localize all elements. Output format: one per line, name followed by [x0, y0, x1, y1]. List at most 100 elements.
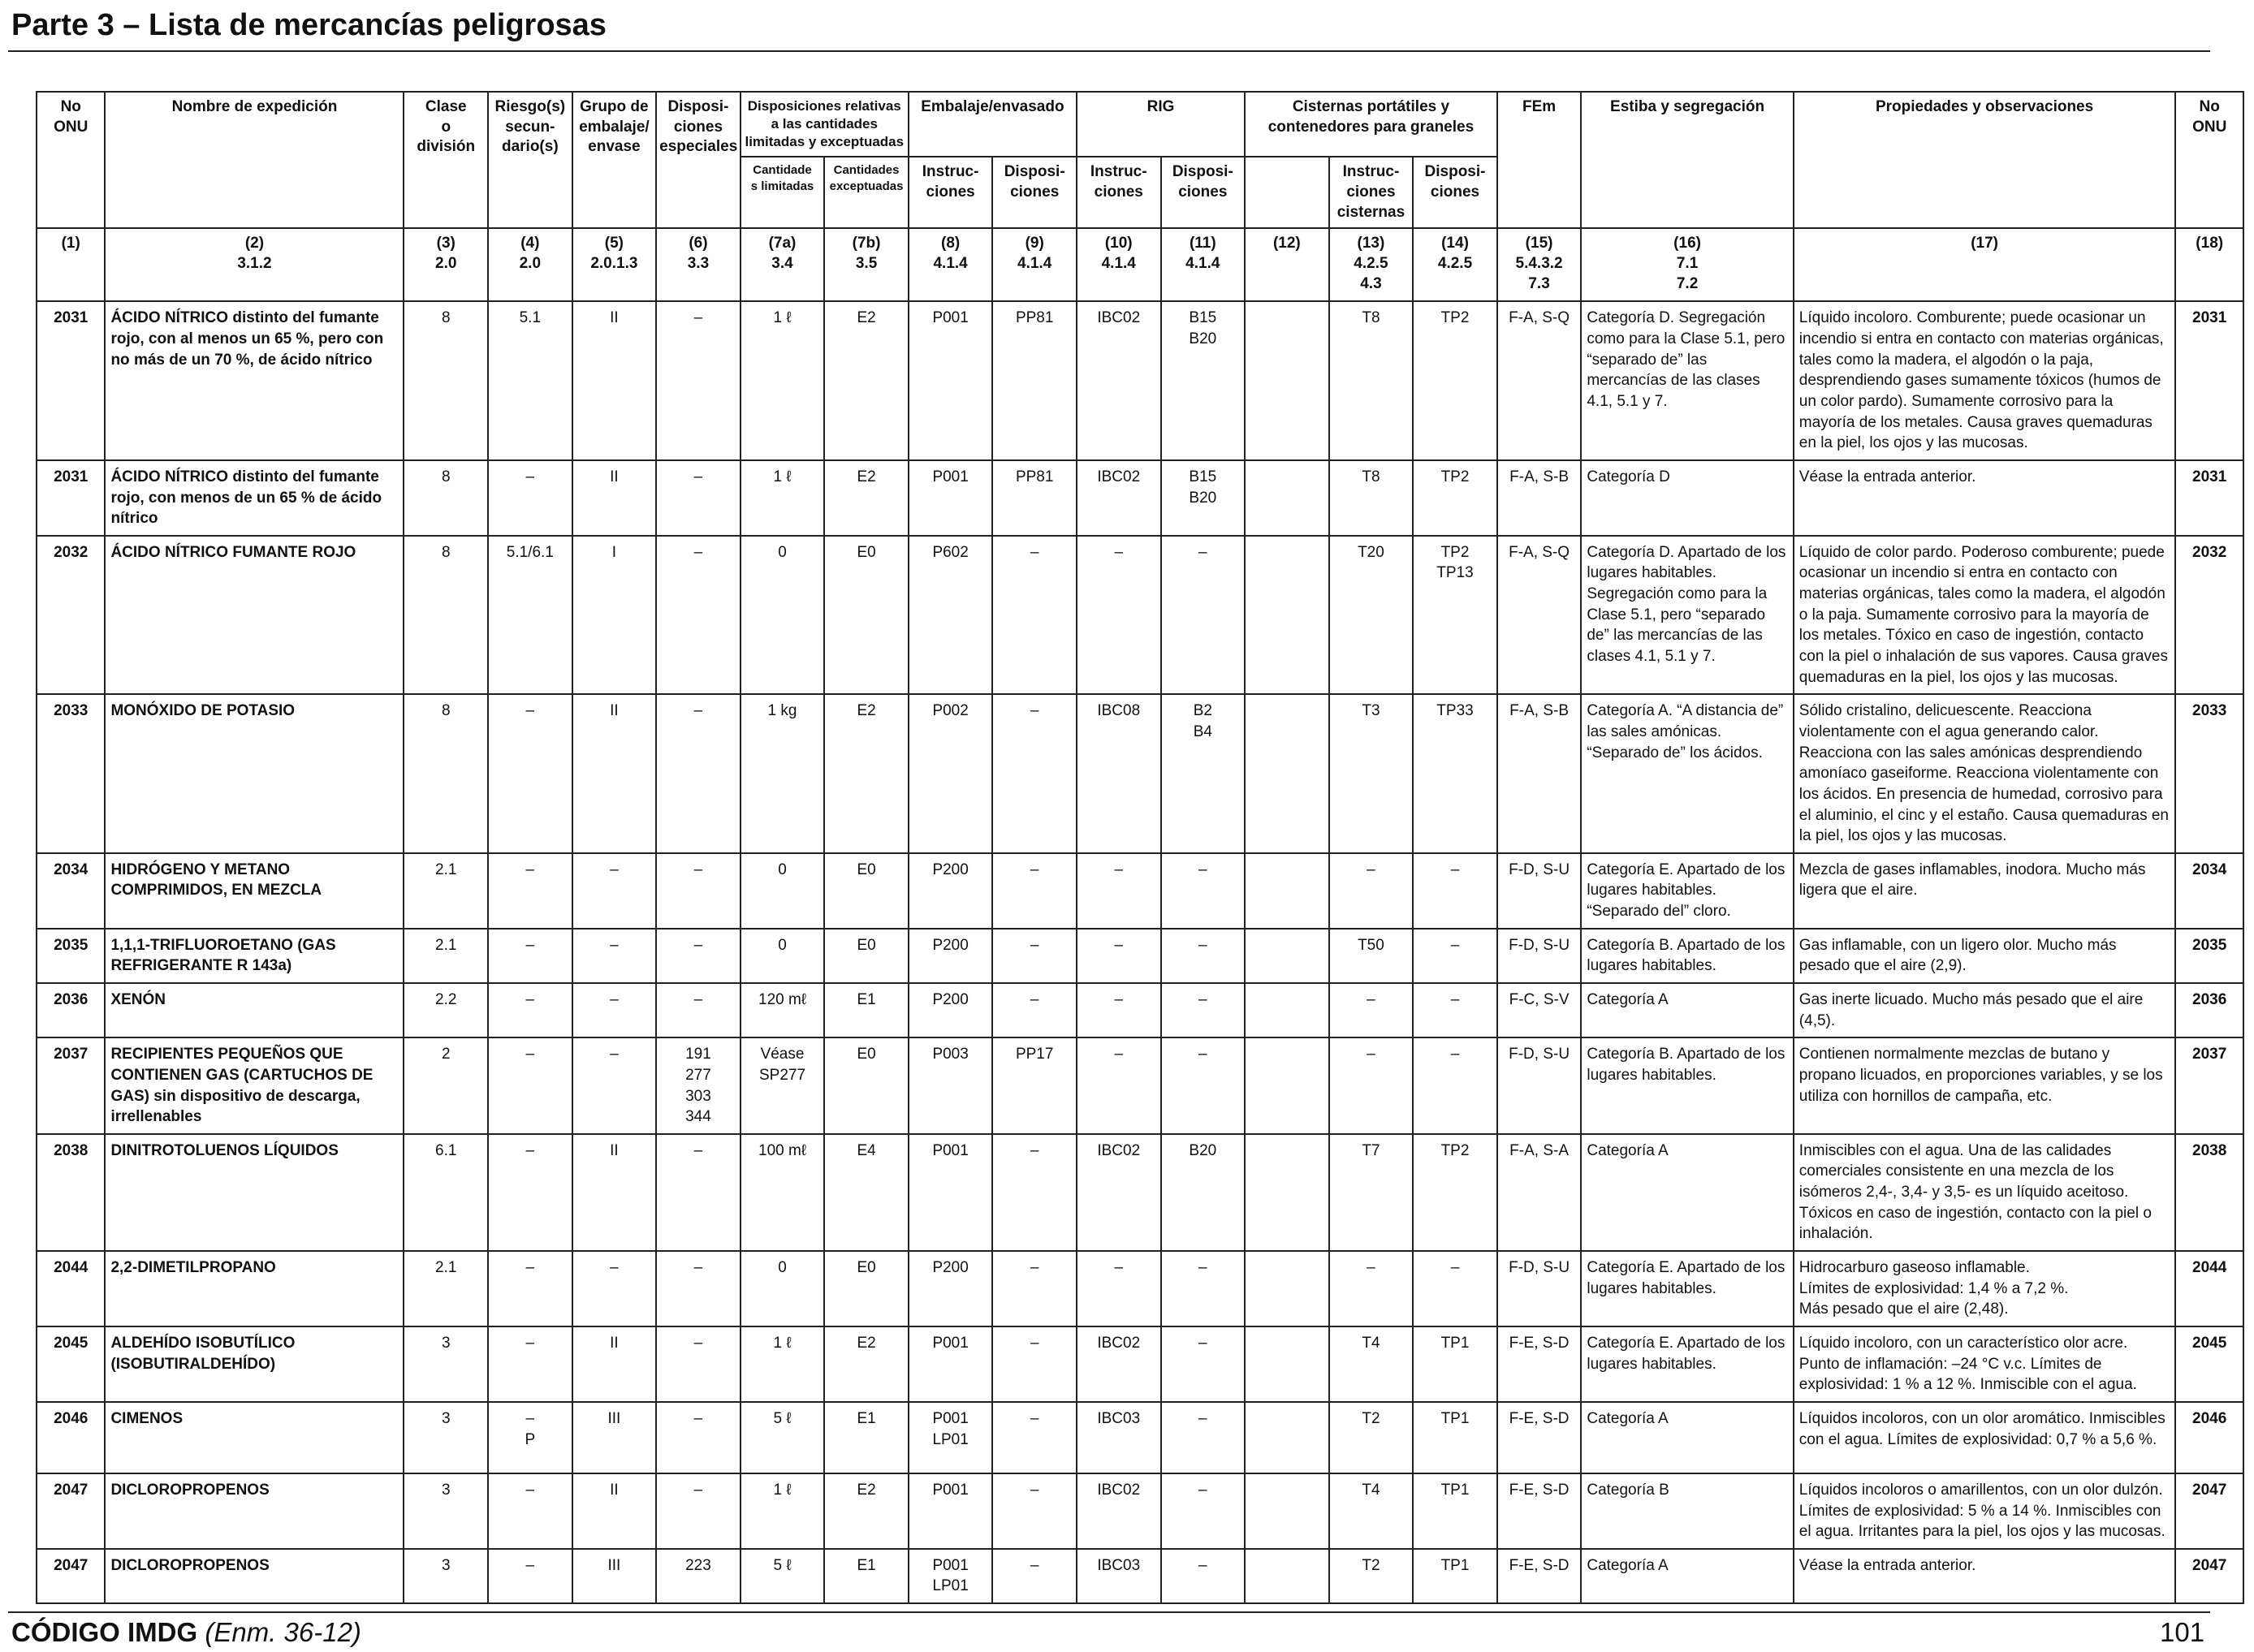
excepted-quantity-cell: E4: [823, 1132, 909, 1253]
table-row: 2034 HIDRÓGENO Y METANO COMPRIMIDOS, EN M…: [35, 852, 2244, 930]
table-row: 2033 MONÓXIDO DE POTASIO 8– II –1 kg E2 P002– I…: [35, 693, 2244, 854]
ibc-provision-cell: –: [1159, 852, 1246, 930]
col12-cell: [1244, 300, 1330, 461]
packing-provision-cell: –: [991, 927, 1077, 984]
colnum-5: (5) 2.0.1.3: [571, 227, 658, 303]
tank-provision-cell: –: [1412, 852, 1498, 930]
colnum-14: (14) 4.2.5: [1412, 227, 1498, 303]
proper-shipping-name: DICLOROPROPENOS: [104, 1472, 405, 1550]
footer-divider: [8, 1611, 2210, 1613]
class-cell: 8: [403, 693, 490, 854]
packing-instruction-cell: P001: [907, 1325, 994, 1403]
limited-quantity-cell: 1 ℓ: [739, 300, 826, 461]
stowage-segregation-cell: Categoría A: [1580, 1547, 1794, 1605]
proper-shipping-name: HIDRÓGENO Y METANO COMPRIMIDOS, EN MEZCL…: [104, 852, 405, 930]
properties-observations-cell: Líquido incoloro. Comburente; puede ocas…: [1792, 300, 2177, 461]
un-number-right-cell: 2036: [2174, 981, 2244, 1039]
packing-instruction-cell: P200: [907, 852, 994, 930]
footer-code-name: CÓDIGO IMDG: [11, 1617, 198, 1647]
tank-provision-cell: –: [1412, 1037, 1498, 1135]
colnum-10: (10) 4.1.4: [1075, 227, 1162, 303]
ibc-provision-cell: –: [1159, 1037, 1246, 1135]
tank-provision-cell: TP33: [1412, 693, 1498, 854]
subsidiary-risk-cell: –: [487, 1037, 573, 1135]
tank-provision-cell: TP2 TP13: [1412, 534, 1498, 696]
ems-cell: F-A, S-B: [1496, 693, 1583, 854]
proper-shipping-name: ÁCIDO NÍTRICO distinto del fumante rojo,…: [104, 459, 405, 537]
ibc-instruction-cell: IBC08: [1075, 693, 1162, 854]
limited-quantity-cell: 1 ℓ: [739, 1325, 826, 1403]
excepted-quantity-cell: E0: [823, 1250, 909, 1327]
tank-provision-cell: TP2: [1412, 300, 1498, 461]
col12-cell: [1244, 693, 1330, 854]
special-provisions-cell: –: [655, 534, 741, 696]
colnum-7a: (7a) 3.4: [739, 227, 826, 303]
un-number-right-cell: 2034: [2174, 852, 2244, 930]
special-provisions-cell: 223: [655, 1547, 741, 1605]
table-row: 2038 DINITROTOLUENOS LÍQUIDOS 6.1– II –100 m…: [35, 1132, 2244, 1253]
col12-cell: [1244, 534, 1330, 696]
tank-instruction-cell: T4: [1328, 1325, 1414, 1403]
footer-code: CÓDIGO IMDG (Enm. 36-12): [11, 1617, 361, 1648]
header-rig: RIG: [1075, 90, 1246, 158]
packing-provision-cell: PP17: [991, 1037, 1077, 1135]
stowage-segregation-cell: Categoría D. Apartado de los lugares hab…: [1580, 534, 1794, 696]
excepted-quantity-cell: E2: [823, 300, 909, 461]
un-number-cell: 2034: [35, 852, 106, 930]
special-provisions-cell: –: [655, 1472, 741, 1550]
packing-instruction-cell: P001: [907, 1472, 994, 1550]
special-provisions-cell: –: [655, 852, 741, 930]
special-provisions-cell: –: [655, 1400, 741, 1474]
tank-provision-cell: TP2: [1412, 1132, 1498, 1253]
special-provisions-cell: –: [655, 459, 741, 537]
proper-shipping-name: 2,2-DIMETILPROPANO: [104, 1250, 405, 1327]
tank-instruction-cell: –: [1328, 1250, 1414, 1327]
ibc-provision-cell: B15 B20: [1159, 459, 1246, 537]
limited-quantity-cell: 120 mℓ: [739, 981, 826, 1039]
table-body: 2031 ÁCIDO NÍTRICO distinto del fumante r…: [35, 300, 2244, 1605]
header-rig-instrucciones: Instruc- ciones: [1075, 156, 1162, 230]
excepted-quantity-cell: E2: [823, 1325, 909, 1403]
ems-cell: F-A, S-Q: [1496, 300, 1583, 461]
un-number-cell: 2031: [35, 459, 106, 537]
un-number-right-cell: 2047: [2174, 1547, 2244, 1605]
colnum-16: (16) 7.1 7.2: [1580, 227, 1794, 303]
class-cell: 2.1: [403, 852, 490, 930]
subsidiary-risk-cell: –: [487, 1325, 573, 1403]
packing-instruction-cell: P001 LP01: [907, 1547, 994, 1605]
col12-cell: [1244, 927, 1330, 984]
page-number: 101: [2160, 1617, 2205, 1647]
limited-quantity-cell: 0: [739, 852, 826, 930]
subsidiary-risk-cell: –: [487, 459, 573, 537]
col12-cell: [1244, 981, 1330, 1039]
class-cell: 8: [403, 534, 490, 696]
packing-group-cell: II: [571, 459, 658, 537]
ems-cell: F-D, S-U: [1496, 927, 1583, 984]
packing-provision-cell: PP81: [991, 459, 1077, 537]
stowage-segregation-cell: Categoría A: [1580, 1400, 1794, 1474]
tank-provision-cell: –: [1412, 1250, 1498, 1327]
limited-quantity-cell: 1 kg: [739, 693, 826, 854]
stowage-segregation-cell: Categoría E. Apartado de los lugares hab…: [1580, 1325, 1794, 1403]
ems-cell: F-E, S-D: [1496, 1472, 1583, 1550]
header-disp-especiales: Disposi- ciones especiales: [655, 90, 741, 230]
un-number-cell: 2044: [35, 1250, 106, 1327]
packing-provision-cell: –: [991, 1547, 1077, 1605]
packing-group-cell: II: [571, 300, 658, 461]
packing-provision-cell: –: [991, 1250, 1077, 1327]
special-provisions-cell: –: [655, 1250, 741, 1327]
packing-provision-cell: –: [991, 1325, 1077, 1403]
stowage-segregation-cell: Categoría D: [1580, 459, 1794, 537]
ibc-instruction-cell: –: [1075, 852, 1162, 930]
ibc-instruction-cell: –: [1075, 1037, 1162, 1135]
packing-instruction-cell: P001: [907, 300, 994, 461]
proper-shipping-name: ALDEHÍDO ISOBUTÍLICO (ISOBUTIRALDEHÍDO): [104, 1325, 405, 1403]
title-divider: [8, 50, 2210, 52]
packing-provision-cell: –: [991, 693, 1077, 854]
ems-cell: F-E, S-D: [1496, 1400, 1583, 1474]
header-emb-disposiciones: Disposi- ciones: [991, 156, 1077, 230]
subsidiary-risk-cell: 5.1/6.1: [487, 534, 573, 696]
class-cell: 2.2: [403, 981, 490, 1039]
header-nombre: Nombre de expedición: [104, 90, 405, 230]
tank-provision-cell: TP1: [1412, 1325, 1498, 1403]
